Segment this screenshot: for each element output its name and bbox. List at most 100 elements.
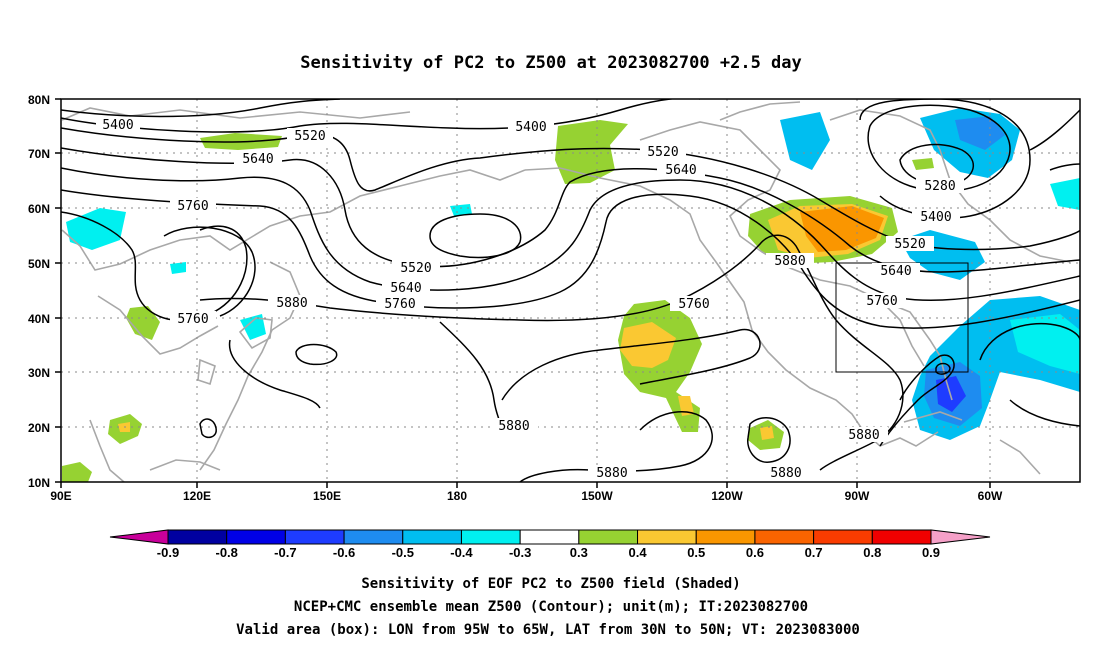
colorbar-high-end [930,529,991,545]
contour-label: 5400 [102,118,133,133]
contour-label: 5640 [665,163,696,178]
contour-line [501,328,761,401]
contour-label: 5640 [880,264,911,279]
shade-positive [555,120,628,184]
shade-positive [760,426,774,440]
colorbar-label: -0.8 [215,545,237,560]
contour-label: 5280 [924,179,955,194]
lon-label: 180 [447,489,467,503]
colorbar-label: -0.3 [509,545,531,560]
colorbar-bin [754,529,815,545]
coastline [149,459,221,471]
shade-negative [450,204,472,216]
contour-label: 5760 [177,199,208,214]
colorbar: -0.9 -0.8 -0.7 -0.6 -0.5 -0.4 -0.3 0.3 0.4 0.5 0.6… [109,529,991,560]
lon-label: 150E [313,489,341,503]
colorbar-bin [343,529,404,545]
shade-negative [780,112,830,170]
lat-label: 60N [28,202,50,216]
colorbar-bin [813,529,873,545]
caption-line-3: Valid area (box): LON from 95W to 65W, L… [236,622,860,638]
colorbar-label: 0.7 [805,545,823,560]
colorbar-bin [226,529,286,545]
coastline [61,169,526,271]
colorbar-label: -0.4 [450,545,473,560]
contour-line [1009,399,1080,427]
contour-line [1029,109,1080,151]
contour-line [429,213,522,259]
lat-label: 80N [28,93,50,107]
contour-line [199,418,217,439]
shade-negative [1010,314,1080,374]
contour-label: 5400 [920,210,951,225]
contour-line [1049,163,1080,171]
contour-line [228,339,321,409]
lat-label: 50N [28,257,50,271]
shade-negative [1050,178,1080,210]
coastline [197,358,216,386]
contour-label: 5520 [400,261,431,276]
shade-positive [800,206,884,252]
contour-line [61,99,700,133]
contour-label: 5760 [384,297,415,312]
shade-positive [912,158,934,170]
caption-line-1: Sensitivity of EOF PC2 to Z500 field (Sh… [361,576,740,592]
contour-line [519,411,713,482]
colorbar-label: -0.9 [157,545,179,560]
colorbar-bin [167,529,228,545]
shade-positive [126,306,160,340]
coastline [89,419,125,482]
lon-label: 60W [978,489,1003,503]
colorbar-label: -0.5 [392,545,414,560]
axis-ticks [55,98,991,488]
contour-line [163,226,256,317]
contour-line [867,104,1011,193]
colorbar-label: 0.8 [863,545,881,560]
figure-title: Sensitivity of PC2 to Z500 at 2023082700… [300,53,802,73]
contour-label: 5760 [678,297,709,312]
caption-line-2: NCEP+CMC ensemble mean Z500 (Contour); u… [294,599,808,615]
colorbar-bin [695,529,756,545]
coastline [199,261,301,471]
contour-label: 5880 [498,419,529,434]
lat-label: 40N [28,312,50,326]
contour-label: 5520 [647,145,678,160]
colorbar-bin [402,529,462,545]
contour-label: 5880 [774,254,805,269]
shade-positive [62,462,92,482]
colorbar-bin [578,529,639,545]
lon-label: 150W [581,489,613,503]
lat-label: 20N [28,421,50,435]
colorbar-label: 0.4 [628,545,647,560]
lon-label: 120E [183,489,211,503]
colorbar-bin [637,529,697,545]
colorbar-bin [519,529,580,545]
coastline [97,295,219,355]
contour-line [61,167,1080,302]
contour-label: 5880 [596,466,627,481]
coastline [639,121,953,401]
contour-line [979,322,1080,361]
z500-contours [61,99,1080,482]
map-panel: 5400 5400 5400 5520 5520 5520 5520 5640 … [28,93,1081,503]
coastline [903,411,963,423]
latitude-labels: 80N 70N 60N 50N 40N 30N 20N 10N [28,93,50,490]
colorbar-low-end [109,529,169,545]
lat-label: 30N [28,366,50,380]
contour-label: 5640 [390,281,421,296]
lon-label: 90W [845,489,870,503]
colorbar-label: 0.3 [570,545,588,560]
contour-label: 5760 [177,312,208,327]
colorbar-label: -0.6 [333,545,355,560]
shade-negative [240,314,266,340]
contour-label: 5520 [894,237,925,252]
contour-label: 5640 [242,152,273,167]
contour-line [61,99,341,118]
colorbar-label: -0.7 [274,545,296,560]
contour-line [295,343,338,366]
contour-label: 5400 [515,120,546,135]
lat-label: 10N [28,476,50,490]
colorbar-label: 0.6 [746,545,764,560]
coastline [999,439,1041,475]
